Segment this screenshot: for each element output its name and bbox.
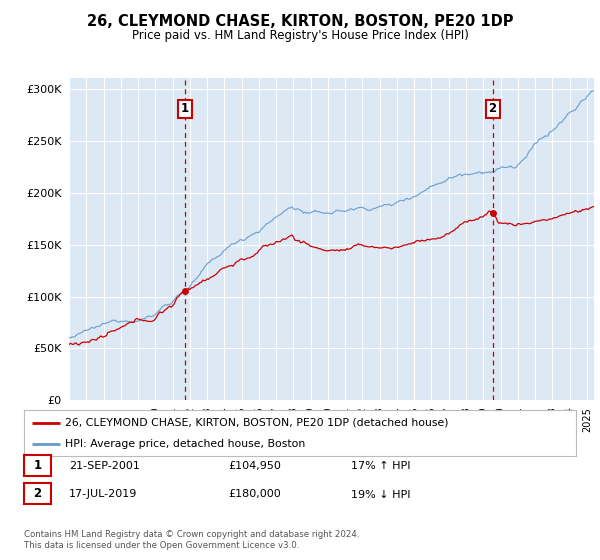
Text: 26, CLEYMOND CHASE, KIRTON, BOSTON, PE20 1DP (detached house): 26, CLEYMOND CHASE, KIRTON, BOSTON, PE20… bbox=[65, 418, 449, 428]
Text: 17-JUL-2019: 17-JUL-2019 bbox=[69, 489, 137, 500]
Text: Price paid vs. HM Land Registry's House Price Index (HPI): Price paid vs. HM Land Registry's House … bbox=[131, 29, 469, 42]
Text: Contains HM Land Registry data © Crown copyright and database right 2024.: Contains HM Land Registry data © Crown c… bbox=[24, 530, 359, 539]
Text: This data is licensed under the Open Government Licence v3.0.: This data is licensed under the Open Gov… bbox=[24, 541, 299, 550]
Text: 2: 2 bbox=[34, 487, 41, 500]
Text: HPI: Average price, detached house, Boston: HPI: Average price, detached house, Bost… bbox=[65, 439, 305, 449]
Text: £104,950: £104,950 bbox=[228, 461, 281, 472]
Text: 21-SEP-2001: 21-SEP-2001 bbox=[69, 461, 140, 472]
Text: 1: 1 bbox=[34, 459, 41, 472]
Text: 1: 1 bbox=[181, 102, 189, 115]
Text: 2: 2 bbox=[488, 102, 497, 115]
Text: £180,000: £180,000 bbox=[228, 489, 281, 500]
Text: 19% ↓ HPI: 19% ↓ HPI bbox=[351, 489, 410, 500]
Text: 26, CLEYMOND CHASE, KIRTON, BOSTON, PE20 1DP: 26, CLEYMOND CHASE, KIRTON, BOSTON, PE20… bbox=[87, 14, 513, 29]
Text: 17% ↑ HPI: 17% ↑ HPI bbox=[351, 461, 410, 472]
